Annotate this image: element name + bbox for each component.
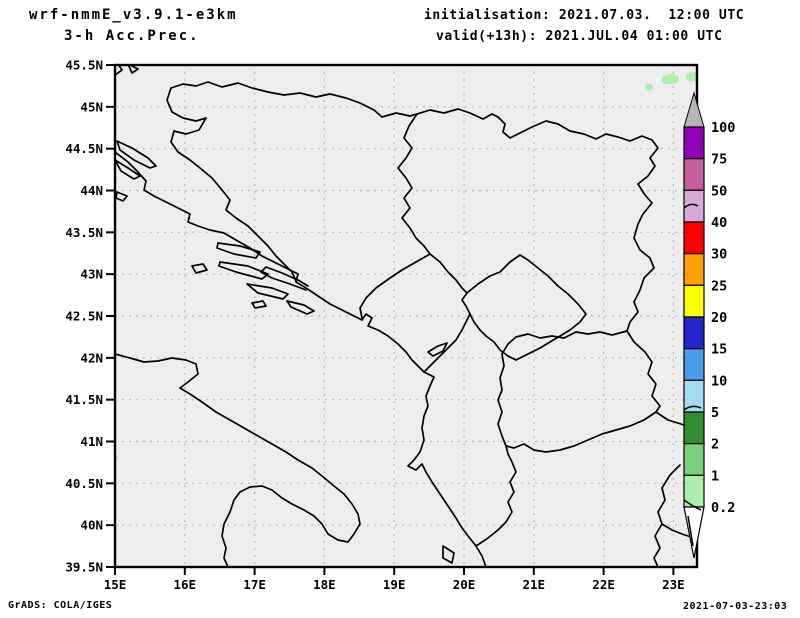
peninsula-peljesac [260, 266, 309, 291]
lon-tick-label: 15E [104, 577, 127, 592]
init-time-label: initialisation: 2021.07.03. 12:00 UTC [424, 8, 745, 23]
grads-credit: GrADS: COLA/IGES [8, 600, 113, 611]
lon-tick-label: 20E [453, 577, 476, 592]
lat-tick-label: 45.5N [65, 58, 103, 73]
colorbar-cell [683, 348, 705, 381]
lat-tick-label: 43.5N [65, 225, 103, 240]
lon-tick-label: 17E [243, 577, 266, 592]
precip-blob [686, 71, 697, 82]
colorbar-level-label: 0.2 [711, 500, 735, 516]
lake-skadar-outline [427, 342, 448, 357]
lat-tick-label: 43N [80, 267, 103, 282]
lat-tick-label: 44N [80, 183, 103, 198]
lon-tick-label: 18E [313, 577, 336, 592]
lat-tick-label: 39.5N [65, 560, 103, 575]
border-bosnia-montenegro [359, 253, 431, 319]
lat-tick-label: 42N [80, 350, 103, 365]
colorbar-level-label: 5 [711, 405, 719, 421]
lon-tick-label: 23E [662, 577, 685, 592]
overlay-squiggle [687, 515, 694, 547]
lon-tick-label: 22E [592, 577, 615, 592]
colorbar-cell [683, 284, 705, 318]
colorbar-cell [683, 411, 705, 445]
lon-tick-label: 16E [174, 577, 197, 592]
colorbar-level-label: 1 [711, 468, 719, 484]
border-macedonia [497, 330, 657, 453]
valid-time-label: valid(+13h): 2021.JUL.04 01:00 UTC [436, 29, 723, 44]
colorbar-level-label: 50 [711, 183, 727, 199]
axes-layer: 45.5N 45N 44.5N 44N 43.5N 43N 42.5N 42N 41.5N 41N… [65, 58, 684, 593]
lat-tick-label: 42.5N [65, 309, 103, 324]
lat-tick-label: 41N [80, 434, 103, 449]
border-albania-greece [475, 445, 517, 547]
border-serbia-montenegro [429, 253, 468, 294]
colorbar-level-label: 15 [711, 342, 727, 358]
plot-timestamp: 2021-07-03-23:03 [683, 601, 788, 612]
border-drina [397, 113, 431, 255]
colorbar-cell [683, 253, 705, 286]
lat-tick-label: 41.5N [65, 392, 103, 407]
border-kosovo [461, 254, 587, 361]
coastline-adriatic-east [115, 151, 487, 567]
precip-blob [662, 74, 679, 85]
lat-tick-label: 44.5N [65, 141, 103, 156]
colorbar-level-label: 20 [711, 310, 727, 326]
product-title: 3-h Acc.Prec. [64, 28, 200, 44]
border-sava-danube [170, 81, 661, 413]
border-montenegro-albania [423, 313, 471, 373]
colorbar-level-label: 75 [711, 152, 727, 168]
graticule-grid [115, 65, 697, 567]
colorbar: 100 75 50 40 30 25 20 15 10 5 2 1 0.2 [683, 91, 735, 559]
lat-tick-label: 40.5N [65, 476, 103, 491]
colorbar-level-label: 40 [711, 215, 727, 231]
overlay-squiggle [683, 203, 699, 209]
colorbar-cell [683, 126, 705, 160]
lat-tick-label: 45N [80, 99, 103, 114]
colorbar-overlay-lines [683, 203, 702, 547]
model-title: wrf-nmmE_v3.9.1-e3km [29, 7, 238, 23]
lat-tick-label: 40N [80, 518, 103, 533]
islands-dalmatia [115, 65, 455, 564]
overlay-squiggle [683, 405, 702, 411]
colorbar-level-label: 100 [711, 120, 735, 136]
colorbar-cell [683, 221, 705, 255]
border-bosnia-west [166, 87, 297, 282]
colorbar-level-label: 25 [711, 278, 727, 294]
coastline-layer [115, 65, 695, 567]
colorbar-cell [683, 443, 705, 476]
lon-tick-label: 21E [523, 577, 546, 592]
colorbar-level-label: 10 [711, 373, 727, 389]
lon-tick-label: 19E [383, 577, 406, 592]
coastline-greece-east [653, 464, 695, 567]
precip-blob [645, 83, 653, 91]
colorbar-level-label: 2 [711, 437, 719, 453]
coastline-italy [115, 353, 361, 567]
colorbar-cell [683, 316, 705, 350]
colorbar-cell [683, 158, 705, 191]
colorbar-level-label: 30 [711, 247, 727, 263]
overlay-squiggle [683, 499, 702, 511]
